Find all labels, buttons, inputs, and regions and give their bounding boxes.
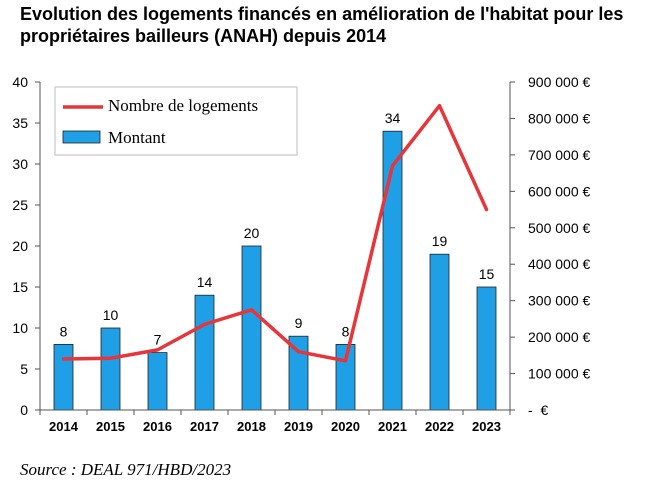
data-label-2020: 8 [342,323,350,339]
x-tick-label-2016: 2016 [143,419,172,434]
y2-tick-label-100000: 100 000 € [528,366,590,382]
y2-tick-label-900000: 900 000 € [528,74,590,90]
data-label-2019: 9 [295,315,303,331]
data-label-2017: 14 [197,274,213,290]
y2-tick-label-400000: 400 000 € [528,256,590,272]
bar-2015 [100,327,121,411]
line-series-nombre-de-logements [61,103,489,363]
legend-label-montant: Montant [108,128,166,147]
source-note: Source : DEAL 971/HBD/2023 [20,460,232,479]
y2-tick-label-600000: 600 000 € [528,183,590,199]
legend-label-nombre-de-logements: Nombre de logements [108,96,258,115]
y2-tick-label-300000: 300 000 € [528,293,590,309]
y2-tick-label-500000: 500 000 € [528,220,590,236]
bar-2017 [194,294,215,411]
x-tick-label-2014: 2014 [49,419,79,434]
x-tick-label-2020: 2020 [331,419,360,434]
x-tick-label-2022: 2022 [425,419,454,434]
y2-tick-label-700000: 700 000 € [528,147,590,163]
y-tick-label-35: 35 [12,115,28,131]
bar-2016 [147,352,168,411]
data-labels: 8 10 7 14 20 9 8 34 19 15 [60,110,495,347]
y-tick-label-30: 30 [12,156,28,172]
series-line-nombre-de-logements [61,103,489,363]
x-tick-label-2019: 2019 [284,419,313,434]
chart-title: Evolution des logements financés en amél… [20,4,624,46]
y2-tick-label-800000: 800 000 € [528,110,590,126]
bar-2022 [429,253,450,411]
data-label-2018: 20 [244,225,260,241]
y2-tick-label-200000: 200 000 € [528,329,590,345]
x-tick-label-2023: 2023 [472,419,501,434]
x-tick-label-2018: 2018 [237,419,266,434]
y-tick-label-25: 25 [12,197,28,213]
axes: 0 5 10 15 20 25 30 35 40 - € 100 000 € 200 000 € 300… [12,74,590,434]
x-tick-label-2021: 2021 [378,419,407,434]
y-tick-label-15: 15 [12,279,28,295]
data-label-2022: 19 [432,233,448,249]
bar-series-montant [53,130,497,411]
y2-tick-label-0: - € [528,402,548,418]
legend: Nombre de logements Montant [54,86,298,156]
y-tick-label-10: 10 [12,320,28,336]
y-tick-label-20: 20 [12,238,28,254]
y-tick-label-40: 40 [12,74,28,90]
legend-box [54,86,298,156]
bar-2018 [241,245,262,411]
x-tick-label-2017: 2017 [190,419,219,434]
data-label-2016: 7 [154,332,162,348]
data-label-2014: 8 [60,323,68,339]
data-label-2023: 15 [479,266,495,282]
bar-2014 [53,343,74,411]
bar-2023 [476,286,497,411]
data-label-2015: 10 [103,307,119,323]
y-tick-label-0: 0 [20,402,28,418]
x-tick-label-2015: 2015 [96,419,125,434]
legend-bar-swatch [62,130,101,144]
y-tick-label-5: 5 [20,361,28,377]
data-label-2021: 34 [385,110,401,126]
